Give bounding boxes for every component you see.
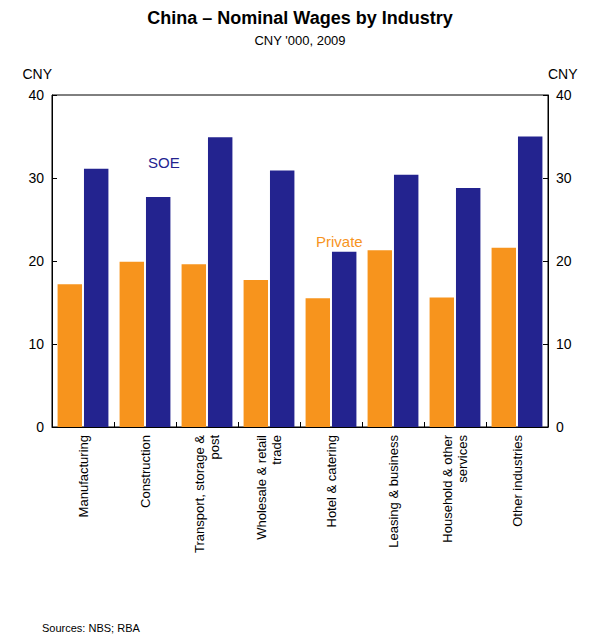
svg-text:Private: Private <box>316 233 363 250</box>
svg-text:CNY '000, 2009: CNY '000, 2009 <box>254 33 345 48</box>
svg-text:40: 40 <box>556 87 572 103</box>
svg-text:20: 20 <box>556 253 572 269</box>
svg-text:Household & other: Household & other <box>440 434 455 542</box>
svg-text:20: 20 <box>28 253 44 269</box>
svg-text:Other industries: Other industries <box>510 435 525 527</box>
svg-text:Sources: NBS; RBA: Sources: NBS; RBA <box>42 622 140 634</box>
svg-text:40: 40 <box>28 87 44 103</box>
svg-text:10: 10 <box>556 336 572 352</box>
svg-text:China – Nominal Wages by Indus: China – Nominal Wages by Industry <box>147 8 452 28</box>
svg-text:Leasing & business: Leasing & business <box>386 435 401 548</box>
svg-text:Wholesale & retail: Wholesale & retail <box>254 435 269 540</box>
svg-text:post: post <box>207 435 222 460</box>
svg-text:SOE: SOE <box>148 154 180 171</box>
svg-text:30: 30 <box>556 170 572 186</box>
svg-text:CNY: CNY <box>548 66 578 82</box>
svg-text:trade: trade <box>269 435 284 465</box>
svg-text:services: services <box>455 435 470 483</box>
svg-text:30: 30 <box>28 170 44 186</box>
svg-text:0: 0 <box>36 419 44 435</box>
svg-text:Transport, storage &: Transport, storage & <box>192 435 207 553</box>
svg-text:Construction: Construction <box>138 435 153 508</box>
svg-text:Hotel & catering: Hotel & catering <box>324 435 339 528</box>
svg-text:Manufacturing: Manufacturing <box>76 435 91 517</box>
svg-text:10: 10 <box>28 336 44 352</box>
svg-text:0: 0 <box>556 419 564 435</box>
svg-text:CNY: CNY <box>22 66 52 82</box>
